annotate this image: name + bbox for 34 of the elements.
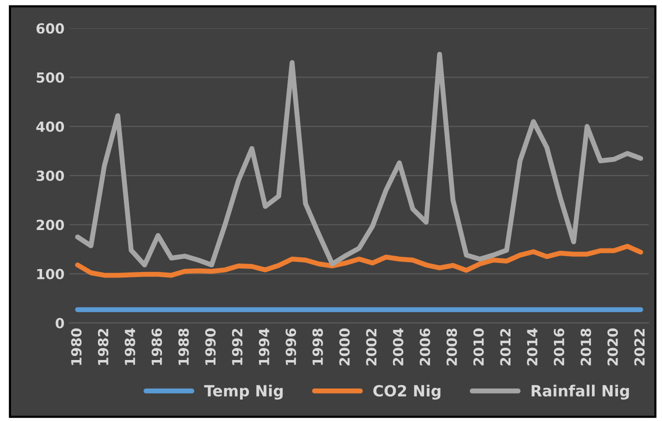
legend-label: Temp Nig: [204, 384, 283, 400]
y-tick-label: 600: [36, 23, 64, 34]
legend-label: CO2 Nig: [373, 384, 440, 400]
x-tick-label: 2000: [339, 328, 350, 366]
legend-label: Rainfall Nig: [532, 384, 629, 400]
x-tick-label: 1982: [98, 328, 108, 365]
x-tick-label: 2012: [500, 328, 511, 366]
x-tick-label: 2008: [446, 328, 458, 366]
x-tick-label: 2014: [526, 328, 538, 366]
x-tick-label: 2004: [392, 328, 404, 366]
y-tick-label: 200: [36, 220, 64, 230]
x-tick-label: 1994: [258, 328, 270, 365]
y-tick-label: 500: [36, 72, 64, 83]
x-tick-label: 2022: [634, 328, 645, 366]
x-tick-label: 2006: [420, 328, 430, 366]
x-tick-label: 1998: [312, 328, 323, 365]
x-tick-label: 2018: [580, 328, 592, 366]
y-tick-label: 0: [56, 318, 64, 328]
x-tick-label: 1990: [205, 328, 216, 365]
x-tick-label: 1992: [232, 328, 242, 365]
x-tick-label: 1996: [286, 328, 296, 365]
x-tick-label: 2020: [607, 328, 618, 366]
line-series: [75, 52, 644, 268]
y-tick-label: 300: [36, 170, 64, 182]
line-series: [75, 244, 644, 278]
x-tick-label: 2010: [473, 328, 484, 366]
y-tick-label: 100: [37, 268, 64, 280]
x-tick-label: 1980: [71, 328, 82, 365]
x-tick-label: 1986: [152, 328, 162, 365]
x-tick-label: 1988: [178, 328, 189, 365]
y-tick-label: 400: [36, 121, 64, 132]
x-tick-label: 2016: [554, 328, 564, 366]
x-tick-label: 2002: [366, 328, 377, 366]
x-tick-label: 1984: [124, 328, 136, 365]
